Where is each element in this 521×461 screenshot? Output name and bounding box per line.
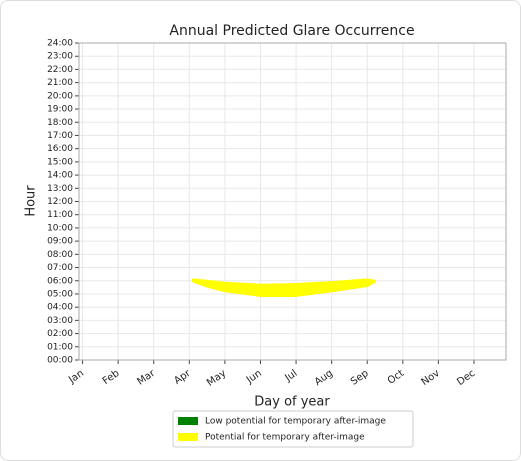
y-tick-label: 17:00 xyxy=(47,131,73,141)
y-tick-label: 22:00 xyxy=(47,65,73,75)
x-tick-label: Aug xyxy=(313,368,335,388)
x-tick-label: Sep xyxy=(349,368,371,388)
y-tick-label: 05:00 xyxy=(47,289,73,299)
x-tick-label: Mar xyxy=(135,367,157,387)
y-tick-label: 23:00 xyxy=(47,52,73,62)
x-tick-label: Nov xyxy=(420,368,442,388)
y-tick-label: 04:00 xyxy=(47,303,73,313)
x-tick-label: Feb xyxy=(101,368,122,387)
y-tick-label: 01:00 xyxy=(47,342,73,352)
x-tick-label: Oct xyxy=(386,368,407,387)
x-axis-label: Day of year xyxy=(254,395,330,410)
y-tick-label: 21:00 xyxy=(47,78,73,88)
y-tick-label: 24:00 xyxy=(47,39,73,49)
y-tick-label: 16:00 xyxy=(47,144,73,154)
y-tick-label: 03:00 xyxy=(47,316,73,326)
legend-label: Low potential for temporary after-image xyxy=(205,417,386,427)
x-tick-label: Dec xyxy=(455,368,477,388)
x-tick-label: Apr xyxy=(172,367,193,386)
y-tick-label: 07:00 xyxy=(47,263,73,273)
y-tick-label: 15:00 xyxy=(47,157,73,167)
y-tick-label: 19:00 xyxy=(47,105,73,115)
y-tick-label: 20:00 xyxy=(47,91,73,101)
x-tick-label: Jul xyxy=(282,368,299,385)
y-tick-label: 12:00 xyxy=(47,197,73,207)
y-tick-label: 14:00 xyxy=(47,171,73,181)
legend-swatch xyxy=(178,433,198,441)
legend-swatch xyxy=(178,417,198,425)
legend-box xyxy=(172,410,414,448)
chart-title: Annual Predicted Glare Occurrence xyxy=(169,23,414,39)
y-tick-label: 08:00 xyxy=(47,250,73,260)
y-tick-label: 11:00 xyxy=(47,210,73,220)
plot-frame xyxy=(78,42,507,361)
legend-label: Potential for temporary after-image xyxy=(205,433,365,443)
y-axis-label: Hour xyxy=(24,185,39,217)
y-tick-label: 06:00 xyxy=(47,276,73,286)
x-tick-label: May xyxy=(205,368,228,389)
y-tick-label: 10:00 xyxy=(47,223,73,233)
glare-area xyxy=(191,278,376,297)
y-tick-label: 09:00 xyxy=(47,237,73,247)
y-tick-label: 02:00 xyxy=(47,329,73,339)
y-tick-label: 13:00 xyxy=(47,184,73,194)
y-tick-label: 18:00 xyxy=(47,118,73,128)
x-tick-label: Jun xyxy=(244,368,264,387)
x-tick-label: Jan xyxy=(66,368,86,386)
y-tick-label: 00:00 xyxy=(47,356,73,366)
